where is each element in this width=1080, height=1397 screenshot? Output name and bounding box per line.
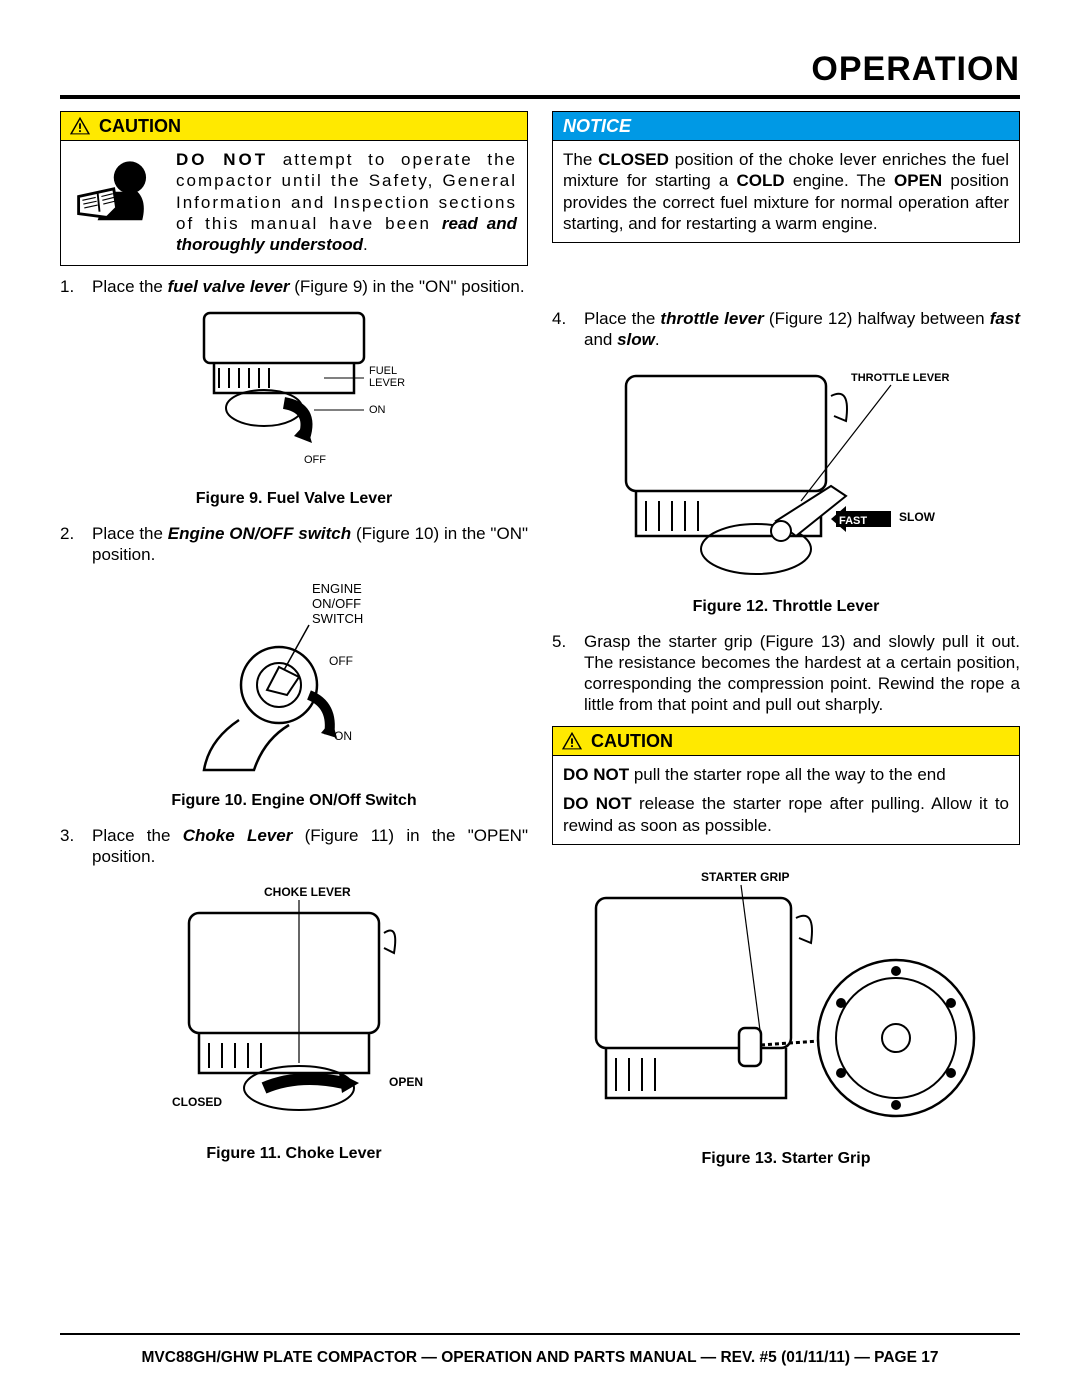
notice-body: The CLOSED position of the choke lever e… — [552, 141, 1020, 243]
step-number: 5. — [552, 631, 574, 716]
figure-9-caption: Figure 9. Fuel Valve Lever — [196, 489, 393, 509]
step-3: 3. Place the Choke Lever (Figure 11) in … — [60, 825, 528, 868]
f9-label-on: ON — [369, 404, 386, 416]
page-title: OPERATION — [60, 48, 1020, 91]
step-2: 2. Place the Engine ON/OFF switch (Figur… — [60, 523, 528, 566]
svg-text:SWITCH: SWITCH — [312, 611, 363, 626]
f9-label-lever: LEVER — [369, 377, 405, 389]
f9-label-off: OFF — [304, 454, 326, 466]
caution-body-1: DO NOT attempt to operate the compactor … — [60, 141, 528, 266]
figure-9: FUEL LEVER ON OFF Figure 9. Fuel Valve L… — [60, 308, 528, 513]
caution-text-1: DO NOT attempt to operate the compactor … — [176, 149, 517, 255]
figure-11-caption: Figure 11. Choke Lever — [206, 1144, 381, 1164]
figure-11: CHOKE LEVER OPEN CLOSED Figure 11. Choke… — [60, 878, 528, 1168]
caution-label: CAUTION — [99, 115, 181, 138]
svg-text:ENGINE: ENGINE — [312, 581, 362, 596]
svg-text:OFF: OFF — [329, 654, 353, 668]
figure-12-caption: Figure 12. Throttle Lever — [693, 597, 880, 617]
step-number: 4. — [552, 308, 574, 351]
figure-12: THROTTLE LEVER FAST SLOW Figure 12. Thro… — [552, 361, 1020, 621]
step-4: 4. Place the throttle lever (Figure 12) … — [552, 308, 1020, 351]
step-1: 1. Place the fuel valve lever (Figure 9)… — [60, 276, 528, 297]
f9-label-fuel: FUEL — [369, 365, 397, 377]
figure-10-caption: Figure 10. Engine ON/Off Switch — [171, 791, 416, 811]
step-number: 3. — [60, 825, 82, 868]
svg-text:FAST: FAST — [839, 515, 867, 527]
left-column: CAUTION DO NOT attempt to operate the co… — [60, 111, 528, 1181]
warning-icon — [69, 116, 91, 135]
svg-text:SLOW: SLOW — [899, 510, 936, 524]
svg-text:CLOSED: CLOSED — [172, 1095, 222, 1109]
notice-header: NOTICE — [552, 111, 1020, 142]
warning-icon — [561, 731, 583, 750]
read-manual-icon — [71, 149, 166, 255]
figure-13-caption: Figure 13. Starter Grip — [702, 1149, 871, 1169]
step-5: 5. Grasp the starter grip (Figure 13) an… — [552, 631, 1020, 716]
caution-header-1: CAUTION — [60, 111, 528, 142]
caution-label: CAUTION — [591, 730, 673, 753]
svg-text:STARTER GRIP: STARTER GRIP — [701, 870, 789, 884]
step-number: 1. — [60, 276, 82, 297]
rule-top — [60, 95, 1020, 99]
svg-text:ON/OFF: ON/OFF — [312, 596, 361, 611]
figure-13: STARTER GRIP Figure 13. Starter Grip — [552, 863, 1020, 1173]
svg-text:CHOKE LEVER: CHOKE LEVER — [264, 885, 351, 899]
right-column: NOTICE The CLOSED position of the choke … — [552, 111, 1020, 1181]
svg-text:THROTTLE LEVER: THROTTLE LEVER — [851, 372, 949, 384]
rule-bottom — [60, 1333, 1020, 1335]
page-footer: MVC88GH/GHW PLATE COMPACTOR — OPERATION … — [60, 1348, 1020, 1367]
content-columns: CAUTION DO NOT attempt to operate the co… — [60, 111, 1020, 1181]
step-number: 2. — [60, 523, 82, 566]
caution-body-2: DO NOT pull the starter rope all the way… — [552, 756, 1020, 845]
svg-text:ON: ON — [334, 729, 352, 743]
caution-header-2: CAUTION — [552, 726, 1020, 757]
svg-text:OPEN: OPEN — [389, 1075, 423, 1089]
figure-10: ENGINE ON/OFF SWITCH OFF ON Figure 10. E… — [60, 575, 528, 815]
